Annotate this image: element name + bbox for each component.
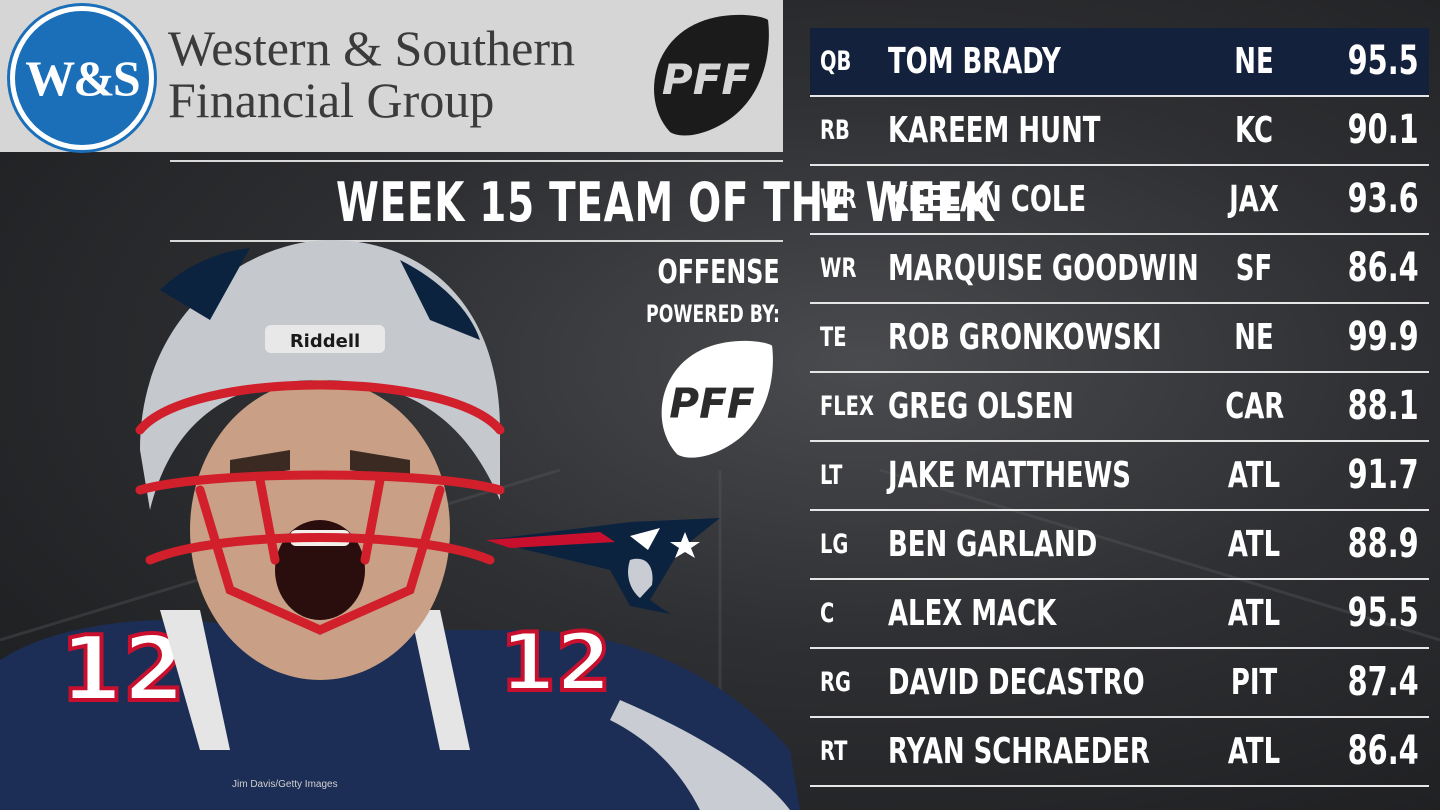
team-cell: NE: [1234, 317, 1274, 358]
sponsor-seal-logo: W&S: [10, 6, 154, 150]
table-row: LG BEN GARLAND ATL 88.9: [810, 511, 1429, 580]
pff-logo-side-text: PFF: [669, 379, 755, 427]
roster-table: QB TOM BRADY NE 95.5 RB KAREEM HUNT KC 90.1 WR KE…: [810, 28, 1429, 787]
table-row: WR KEELAN COLE JAX 93.6: [810, 166, 1429, 235]
team-cell: SF: [1235, 248, 1273, 289]
team-cell: KC: [1235, 110, 1273, 151]
team-cell: CAR: [1225, 386, 1285, 427]
jersey-number-left: 12: [60, 617, 185, 722]
jersey-number-right: 12: [500, 616, 611, 709]
player-name-cell: JAKE MATTHEWS: [888, 455, 1131, 496]
pff-logo-top-text: PFF: [662, 55, 750, 104]
unit-label: OFFENSE: [657, 252, 780, 291]
player-name-cell: GREG OLSEN: [888, 386, 1074, 427]
grade-cell: 86.4: [1347, 728, 1419, 774]
position-cell: TE: [820, 322, 847, 353]
photo-credit: Jim Davis/Getty Images: [232, 779, 338, 790]
grade-cell: 87.4: [1347, 659, 1419, 705]
title-rule-bottom: [170, 240, 783, 242]
table-row: C ALEX MACK ATL 95.5: [810, 580, 1429, 649]
position-cell: LG: [820, 529, 849, 560]
grade-cell: 88.9: [1347, 521, 1419, 567]
position-cell: WR: [820, 184, 857, 215]
player-name-cell: KAREEM HUNT: [888, 110, 1101, 151]
title-rule-top: [170, 160, 783, 162]
table-row: RT RYAN SCHRAEDER ATL 86.4: [810, 718, 1429, 787]
position-cell: LT: [820, 460, 843, 491]
helmet-brand-text: Riddell: [290, 331, 360, 352]
grade-cell: 91.7: [1347, 452, 1419, 498]
sponsor-seal-text: W&S: [25, 50, 140, 106]
grade-cell: 95.5: [1347, 590, 1419, 636]
grade-cell: 99.9: [1347, 314, 1419, 360]
team-cell: JAX: [1229, 179, 1279, 220]
table-row: LT JAKE MATTHEWS ATL 91.7: [810, 442, 1429, 511]
position-cell: FLEX: [820, 391, 874, 422]
position-cell: RT: [820, 736, 848, 767]
pff-logo-top: PFF: [640, 12, 772, 140]
player-name-cell: MARQUISE GOODWIN: [888, 248, 1199, 289]
powered-by-label: POWERED BY:: [646, 300, 780, 328]
position-cell: RG: [820, 667, 851, 698]
position-cell: QB: [820, 46, 852, 77]
team-cell: ATL: [1227, 593, 1281, 634]
player-name-cell: ROB GRONKOWSKI: [888, 317, 1162, 358]
player-name-cell: RYAN SCHRAEDER: [888, 731, 1150, 772]
table-row: WR MARQUISE GOODWIN SF 86.4: [810, 235, 1429, 304]
player-name-cell: TOM BRADY: [888, 41, 1061, 82]
table-row: RG DAVID DECASTRO PIT 87.4: [810, 649, 1429, 718]
sponsor-banner: W&S Western & Southern Financial Group P…: [0, 0, 783, 152]
grade-cell: 86.4: [1347, 245, 1419, 291]
page-title: WEEK 15 TEAM OF THE WEEK: [336, 171, 995, 234]
position-cell: RB: [820, 115, 850, 146]
sponsor-name-line2: Financial Group: [168, 72, 495, 128]
table-row: TE ROB GRONKOWSKI NE 99.9: [810, 304, 1429, 373]
position-cell: C: [820, 598, 835, 629]
team-cell: NE: [1234, 41, 1274, 82]
patriots-logo-icon: [486, 518, 720, 614]
player-name-cell: KEELAN COLE: [888, 179, 1087, 220]
team-cell: ATL: [1227, 455, 1281, 496]
sponsor-name-line1: Western & Southern: [168, 20, 576, 76]
table-row: RB KAREEM HUNT KC 90.1: [810, 97, 1429, 166]
player-name-cell: ALEX MACK: [888, 593, 1057, 634]
grade-cell: 88.1: [1347, 383, 1419, 429]
player-photo: 12 12 Riddell: [0, 240, 800, 810]
pff-logo-side: PFF: [648, 338, 776, 462]
team-cell: PIT: [1230, 662, 1278, 703]
table-row: QB TOM BRADY NE 95.5: [810, 28, 1429, 97]
position-cell: WR: [820, 253, 857, 284]
team-cell: ATL: [1227, 731, 1281, 772]
sponsor-name: Western & Southern Financial Group: [168, 22, 638, 126]
table-row: FLEX GREG OLSEN CAR 88.1: [810, 373, 1429, 442]
grade-cell: 90.1: [1347, 107, 1419, 153]
player-name-cell: DAVID DECASTRO: [888, 662, 1145, 703]
team-cell: ATL: [1227, 524, 1281, 565]
player-name-cell: BEN GARLAND: [888, 524, 1098, 565]
grade-cell: 93.6: [1347, 176, 1419, 222]
grade-cell: 95.5: [1347, 38, 1419, 84]
